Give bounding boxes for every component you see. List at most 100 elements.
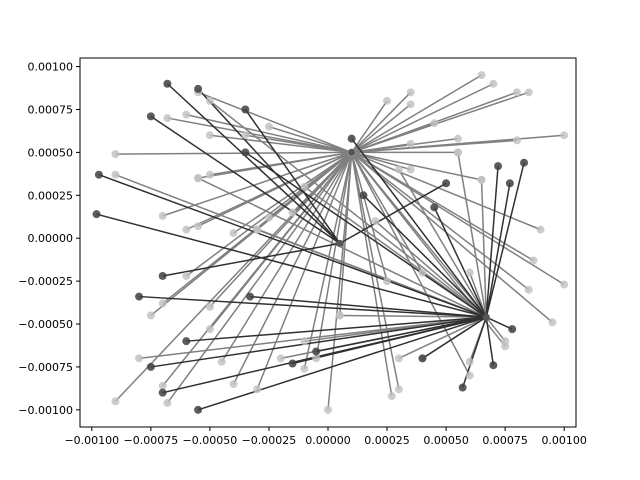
dark-edge: [150, 115, 341, 244]
dark-edge: [433, 206, 487, 318]
x-tick-label: 0.00100: [541, 434, 587, 447]
dark-point: [359, 191, 368, 200]
gray-edge: [350, 152, 388, 282]
x-tick-label: 0.00000: [305, 434, 351, 447]
gray-point: [560, 280, 569, 289]
gray-point: [406, 88, 415, 97]
gray-point: [501, 337, 510, 346]
gray-point: [300, 364, 309, 373]
gray-point: [276, 354, 285, 363]
dark-point: [194, 405, 203, 414]
dark-point: [194, 84, 203, 93]
dark-edge: [197, 316, 487, 411]
gray-edge: [351, 151, 487, 318]
gray-point: [394, 354, 403, 363]
gray-point: [158, 381, 167, 390]
gray-edge: [351, 151, 482, 181]
dark-edge: [162, 242, 340, 277]
gray-point: [524, 88, 533, 97]
x-tick-label: 0.00025: [364, 434, 410, 447]
gray-point: [158, 299, 167, 308]
gray-point: [135, 354, 144, 363]
dark-point: [158, 388, 167, 397]
dark-point: [94, 170, 103, 179]
gray-edge: [245, 134, 352, 154]
dark-point: [508, 325, 517, 334]
gray-edge: [374, 220, 487, 318]
gray-point: [383, 96, 392, 105]
dark-point: [146, 112, 155, 121]
dark-point: [458, 383, 467, 392]
gray-edge: [221, 151, 353, 363]
gray-edge: [351, 137, 459, 154]
y-tick-label: −0.00075: [18, 361, 73, 374]
gray-point: [146, 311, 155, 320]
gray-point: [394, 385, 403, 394]
gray-edge: [351, 151, 553, 323]
x-tick-label: −0.00100: [64, 434, 119, 447]
gray-edge: [350, 152, 471, 376]
point-layer: [92, 71, 569, 414]
gray-point: [477, 175, 486, 184]
gray-edge: [351, 103, 412, 153]
x-tick-label: −0.00050: [183, 434, 238, 447]
gray-edge: [197, 91, 352, 154]
dark-edge: [292, 316, 487, 365]
gray-edge: [186, 113, 352, 154]
gray-edge: [351, 74, 482, 154]
gray-point: [324, 405, 332, 414]
y-tick-label: 0.00025: [28, 189, 74, 202]
dark-edge: [339, 182, 447, 245]
gray-point: [465, 371, 474, 380]
gray-point: [406, 139, 415, 148]
gray-edge: [457, 152, 487, 318]
gray-point: [300, 182, 309, 191]
x-tick-label: 0.00075: [482, 434, 528, 447]
x-tick-label: −0.00075: [123, 434, 178, 447]
gray-point: [163, 114, 172, 123]
gray-edge: [115, 174, 487, 318]
gray-point: [264, 213, 273, 222]
dark-point: [288, 359, 297, 368]
dark-point: [347, 134, 356, 143]
x-tick-label: −0.00025: [242, 434, 297, 447]
gray-point: [512, 88, 521, 97]
gray-point: [182, 225, 191, 234]
dark-edge: [485, 316, 513, 330]
dark-point: [163, 79, 172, 88]
gray-point: [253, 225, 262, 234]
gray-point: [111, 397, 120, 406]
hub-point: [482, 313, 490, 321]
y-tick-label: 0.00100: [28, 61, 74, 74]
dark-edge: [485, 162, 525, 318]
gray-edge: [167, 117, 352, 154]
dark-edge: [485, 317, 495, 366]
gray-point: [264, 122, 273, 131]
gray-point: [406, 165, 415, 174]
x-axis: −0.00100 −0.00075 −0.00050 −0.00025 0.00000 0…: [64, 427, 587, 447]
gray-point: [312, 354, 321, 363]
dark-point: [135, 292, 144, 301]
gray-point: [387, 392, 396, 401]
gray-point: [529, 256, 538, 265]
gray-point: [406, 100, 415, 109]
gray-edge: [485, 316, 506, 342]
gray-point: [394, 165, 403, 174]
gray-edge: [350, 152, 400, 390]
gray-point: [512, 136, 521, 145]
gray-point: [300, 337, 309, 346]
gray-point: [453, 148, 462, 157]
gray-edge: [303, 152, 353, 369]
gray-point: [163, 398, 172, 407]
gray-edge: [114, 151, 353, 402]
gray-edge: [351, 151, 565, 286]
gray-point: [465, 357, 474, 366]
dark-point: [312, 347, 321, 356]
gray-edge: [197, 177, 487, 318]
dark-edge: [244, 151, 487, 318]
dark-point: [442, 179, 451, 188]
gray-point: [489, 79, 498, 88]
gray-point: [229, 229, 238, 238]
gray-edge: [315, 152, 353, 359]
